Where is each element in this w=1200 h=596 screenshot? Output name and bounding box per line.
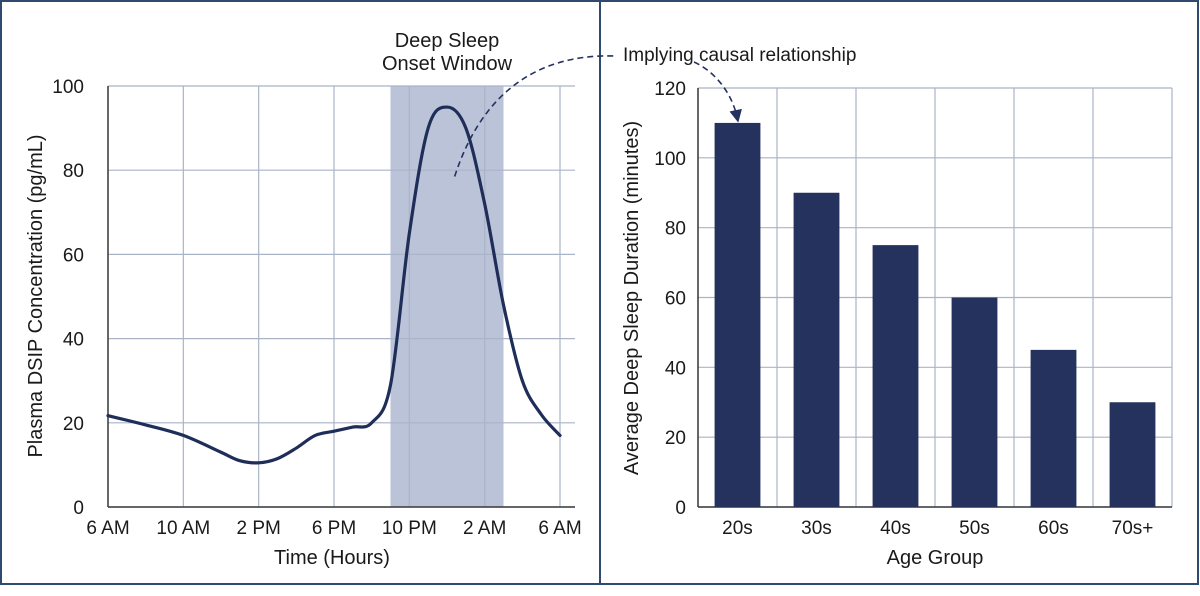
dsip-line-chart: 0 20 40 60 80 100 6 AM 10 AM 2 PM 6 PM 10 PM 2 AM 6… [25, 30, 582, 569]
bar-30s [793, 192, 840, 507]
bar-chart-ylabel: Average Deep Sleep Duration (minutes) [621, 121, 643, 475]
dsip-concentration-line [106, 105, 562, 465]
y-tick-label: 60 [63, 245, 84, 266]
y-tick-label: 120 [654, 79, 686, 100]
x-tick-label: 6 AM [86, 518, 129, 539]
x-tick-label: 10 AM [156, 518, 210, 539]
bar-50s [951, 297, 998, 507]
x-tick-label: 6 PM [312, 518, 356, 539]
line-chart-xlabel: Time (Hours) [274, 547, 390, 569]
x-tick-label: 50s [959, 518, 990, 539]
bar-70s [1109, 402, 1156, 507]
y-tick-label: 60 [665, 289, 686, 310]
y-tick-label: 0 [675, 498, 686, 519]
x-tick-label: 40s [880, 518, 911, 539]
x-tick-label: 30s [801, 518, 832, 539]
x-tick-label: 2 AM [463, 518, 506, 539]
x-tick-label: 2 PM [236, 518, 280, 539]
bar-20s [714, 122, 761, 508]
x-tick-label: 70s+ [1112, 518, 1154, 539]
y-tick-label: 100 [654, 149, 686, 170]
shaded-region-label: Deep Sleep Onset Window [382, 30, 513, 75]
bar-chart-xlabel: Age Group [887, 547, 984, 569]
y-tick-label: 20 [665, 428, 686, 449]
line-chart-ylabel: Plasma DSIP Concentration (pg/mL) [25, 134, 47, 457]
shaded-label-line: Onset Window [382, 53, 513, 75]
shaded-label-line: Deep Sleep [395, 30, 500, 52]
x-tick-label: 10 PM [382, 518, 437, 539]
bar-60s [1030, 349, 1077, 507]
y-tick-label: 40 [665, 358, 686, 379]
causal-annotation: Implying causal relationship [453, 45, 856, 177]
x-tick-label: 60s [1038, 518, 1069, 539]
annotation-arrow-connector [453, 55, 738, 177]
y-tick-label: 20 [63, 414, 84, 435]
y-tick-label: 80 [63, 161, 84, 182]
deep-sleep-bar-chart: 0 20 40 60 80 100 120 20s 30s 40s 50s 60s 70s+ Age … [621, 79, 1173, 569]
x-tick-label: 6 AM [538, 518, 581, 539]
x-tick-label: 20s [722, 518, 753, 539]
y-tick-label: 0 [73, 498, 84, 519]
annotation-text: Implying causal relationship [623, 45, 856, 66]
bar-40s [872, 245, 919, 507]
y-tick-label: 80 [665, 219, 686, 240]
y-tick-label: 40 [63, 330, 84, 351]
y-tick-label: 100 [52, 77, 84, 98]
